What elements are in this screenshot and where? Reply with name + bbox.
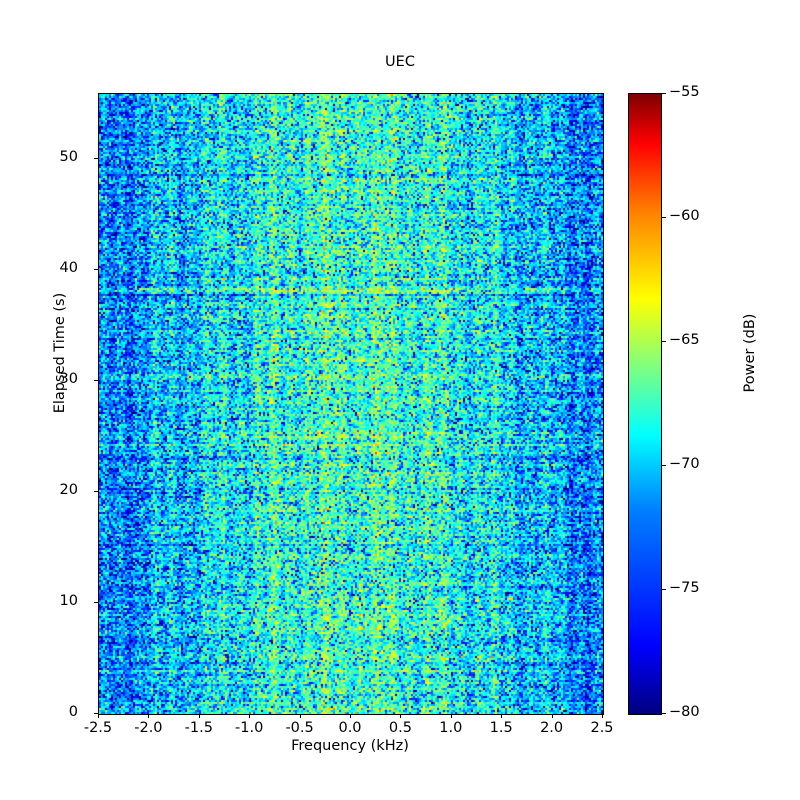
x-tick-label: 2.0 xyxy=(540,720,564,736)
colorbar-tick-label: −60 xyxy=(669,208,700,224)
colorbar-gradient xyxy=(628,93,662,715)
colorbar-tick-mark xyxy=(662,217,666,218)
y-tick-mark xyxy=(94,269,98,271)
x-tick-mark xyxy=(350,714,351,718)
x-axis-label: Frequency (kHz) xyxy=(291,738,409,754)
x-tick-label: 0.5 xyxy=(388,720,412,736)
x-tick-mark xyxy=(400,714,402,718)
x-tick-mark xyxy=(249,714,251,718)
y-tick-label: 30 xyxy=(59,371,78,388)
y-tick-mark xyxy=(94,158,98,160)
y-tick-mark xyxy=(94,713,98,714)
x-tick-label: 1.0 xyxy=(439,720,463,736)
y-tick-mark xyxy=(94,491,98,493)
x-tick-mark xyxy=(299,714,301,718)
colorbar-tick-label: −65 xyxy=(669,332,700,348)
colorbar-tick-mark xyxy=(662,93,666,94)
title-line-station: UEC xyxy=(385,54,415,71)
colorbar-tick-label: −80 xyxy=(669,704,700,720)
x-tick-mark xyxy=(602,714,603,718)
spectrogram-axes xyxy=(98,93,604,715)
x-tick-label: -1.0 xyxy=(235,720,264,736)
x-tick-mark xyxy=(98,714,99,718)
y-tick-label: 50 xyxy=(59,149,78,166)
x-tick-label: -0.5 xyxy=(285,720,314,736)
x-tick-mark xyxy=(148,714,150,718)
x-tick-label: 2.5 xyxy=(590,720,614,736)
x-tick-mark xyxy=(450,714,452,718)
colorbar-tick-label: −75 xyxy=(669,580,700,596)
y-tick-label: 0 xyxy=(68,704,78,720)
colorbar-tick-mark xyxy=(662,713,666,714)
y-axis-label: Elapsed Time (s) xyxy=(52,292,68,414)
x-tick-mark xyxy=(501,714,503,718)
y-tick-mark xyxy=(94,380,98,382)
x-tick-mark xyxy=(198,714,200,718)
colorbar-tick-mark xyxy=(662,341,666,342)
x-tick-label: -1.5 xyxy=(184,720,213,736)
x-tick-mark xyxy=(551,714,553,718)
colorbar-label: Power (dB) xyxy=(742,313,758,393)
colorbar-tick-mark xyxy=(662,465,666,466)
x-tick-label: -2.0 xyxy=(134,720,163,736)
y-tick-label: 40 xyxy=(59,260,78,277)
x-tick-label: 1.5 xyxy=(489,720,513,736)
y-tick-label: 20 xyxy=(59,482,78,499)
colorbar-tick-label: −55 xyxy=(669,84,700,100)
colorbar-tick-mark xyxy=(662,589,666,590)
y-tick-mark xyxy=(94,602,98,604)
colorbar-tick-label: −70 xyxy=(669,456,700,472)
x-tick-label: -2.5 xyxy=(83,720,113,736)
x-tick-label: 0.0 xyxy=(338,720,362,736)
spectrogram-image xyxy=(99,94,603,714)
y-tick-label: 10 xyxy=(59,593,78,610)
